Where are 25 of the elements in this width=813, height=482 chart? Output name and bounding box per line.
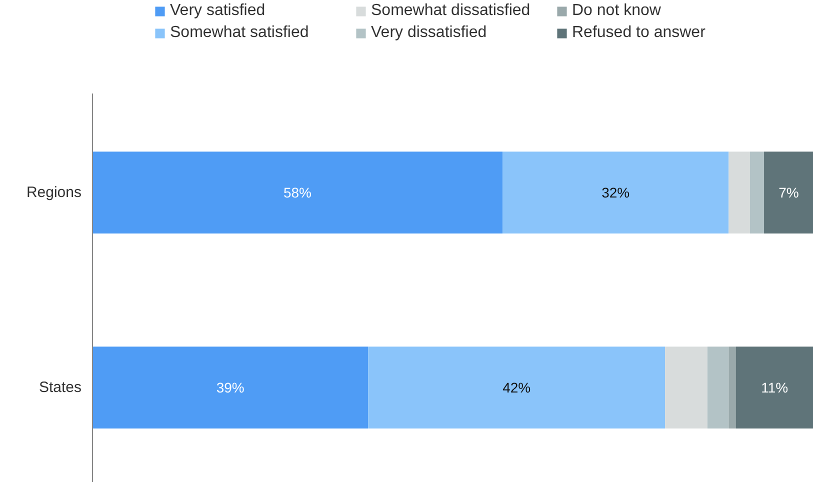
data-label: 11%: [761, 380, 788, 396]
y-tick-label: Regions: [26, 184, 82, 202]
bar: [665, 346, 708, 428]
data-label: 58%: [283, 184, 312, 201]
legend-label: Somewhat satisfied: [170, 24, 310, 42]
bar: [728, 346, 736, 428]
bar: [750, 152, 764, 234]
bar: [368, 346, 666, 428]
y-tick-label: States: [38, 379, 82, 396]
data-label: 39%: [216, 380, 244, 396]
bar: [92, 152, 502, 234]
bar: [707, 346, 729, 428]
legend-label: Do not know: [572, 2, 662, 20]
legend-label: Refused to answer: [572, 24, 706, 42]
legend-label: Somewhat dissatisfied: [371, 2, 532, 20]
data-label: 7%: [778, 184, 799, 201]
legend-label: Very dissatisfied: [371, 24, 488, 42]
bar: [764, 152, 813, 234]
bar: [502, 152, 729, 234]
bar: [728, 152, 750, 234]
bar: [736, 346, 813, 428]
data-label: 42%: [502, 380, 531, 396]
bar: [92, 346, 368, 428]
data-label: 32%: [602, 184, 630, 201]
legend-label: Very satisfied: [170, 2, 266, 20]
